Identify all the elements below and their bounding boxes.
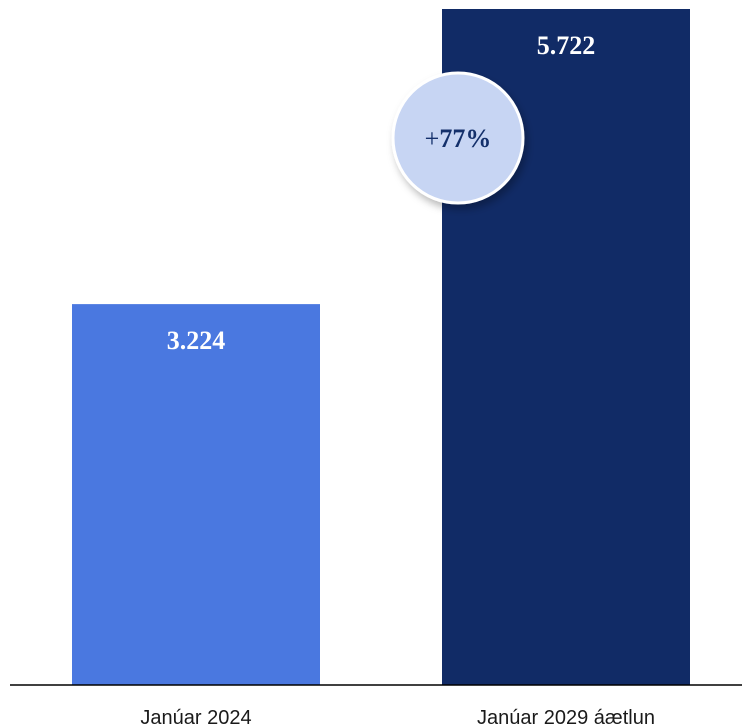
x-tick-label-1: Janúar 2029 áætlun — [477, 707, 655, 728]
bar-value-label-0: 3.224 — [167, 326, 226, 355]
growth-badge-circle — [391, 71, 525, 205]
x-tick-labels-group: Janúar 2024 Janúar 2029 áætlun — [140, 707, 655, 728]
bar-labels-group: 3.224 5.722 — [167, 31, 596, 355]
bars-group — [72, 9, 690, 685]
bar-0 — [72, 304, 320, 685]
growth-badge-value: 77% — [439, 124, 491, 153]
bar-value-label-1: 5.722 — [537, 31, 596, 60]
x-tick-label-0: Janúar 2024 — [140, 707, 251, 728]
growth-badge-sign: + — [425, 124, 440, 153]
growth-badge-label: +77% — [425, 124, 492, 153]
growth-badge — [391, 71, 525, 205]
